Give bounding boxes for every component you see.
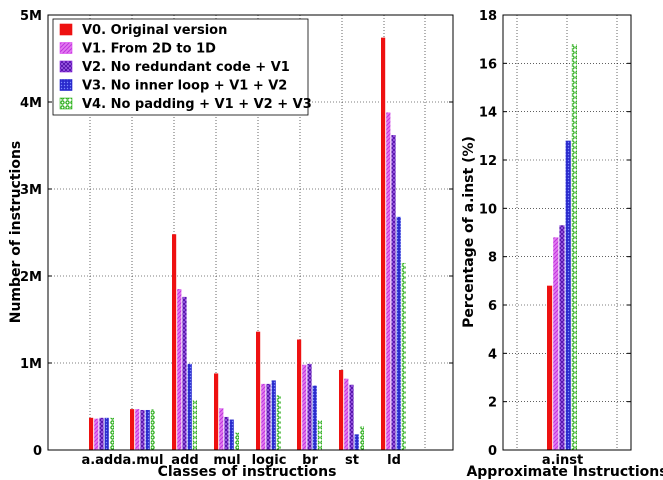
x-tick-label: mul <box>213 453 240 468</box>
bar-a.add-s2 <box>99 417 104 450</box>
bar-br-s3 <box>312 385 317 450</box>
x-tick-labels: a.inst <box>542 453 583 468</box>
bar-a.inst-s3 <box>565 140 571 450</box>
bar-add-s1 <box>177 289 182 450</box>
y-tick-label: 4 <box>488 347 497 362</box>
approximate-percentage-chart: 0 2 4 6 8 10 12 14 16 18 a.inst Approximate Instr… <box>461 9 663 480</box>
bar-mul-s1 <box>219 408 224 450</box>
bar-logic-s3 <box>271 380 276 450</box>
x-tick-label: add <box>171 453 198 468</box>
bar-add-s3 <box>187 363 192 450</box>
bar-st-s3 <box>354 434 359 450</box>
y-axis-label: Number of instructions <box>8 141 24 324</box>
bar-logic-s2 <box>266 383 271 450</box>
y-tick-labels: 0 1M 2M 3M 4M 5M <box>20 9 42 459</box>
x-axis-label: Classes of instructions <box>158 464 337 480</box>
y-tick-labels: 0 2 4 6 8 10 12 14 16 18 <box>479 9 497 459</box>
legend-swatch <box>59 23 73 36</box>
bar-add-s0 <box>172 234 177 450</box>
legend-swatch <box>59 42 73 54</box>
bar-st-s1 <box>344 378 349 450</box>
bar-a.inst-s4 <box>571 44 577 450</box>
bar-ld-s4 <box>401 262 406 450</box>
bar-group <box>547 44 577 450</box>
x-tick-label: a.inst <box>542 453 583 468</box>
bar-br-s1 <box>302 364 307 450</box>
legend-label: V1. From 2D to 1D <box>82 42 216 57</box>
bar-a.add-s1 <box>94 418 99 450</box>
bar-group <box>89 37 406 451</box>
bar-a.mul-s1 <box>135 409 140 450</box>
y-tick-label: 0 <box>33 444 42 459</box>
bar-add-s4 <box>192 399 197 450</box>
bar-mul-s0 <box>214 373 219 450</box>
bar-br-s0 <box>297 339 302 450</box>
plot-frame <box>47 14 454 451</box>
x-tick-label: a.add <box>81 453 122 468</box>
x-axis-label: Approximate Instructions <box>466 464 663 480</box>
legend-label: V4. No padding + V1 + V2 + V3 <box>82 97 312 112</box>
bar-mul-s2 <box>224 416 229 450</box>
bar-add-s2 <box>182 296 187 450</box>
legend-box <box>52 18 309 116</box>
x-tick-label: ld <box>387 453 401 468</box>
bar-st-s2 <box>349 384 354 450</box>
bar-st-s0 <box>339 369 344 450</box>
y-axis-label: Percentage of a.inst (%) <box>461 136 477 328</box>
y-tick-label: 10 <box>479 202 497 217</box>
legend-swatch <box>59 60 73 73</box>
bar-a.mul-s0 <box>130 409 135 450</box>
bar-ld-s1 <box>386 112 391 450</box>
bar-a.add-s3 <box>104 417 109 450</box>
y-tick-label: 16 <box>479 57 497 72</box>
y-tick-label: 4M <box>20 96 42 111</box>
y-tick-label: 2M <box>20 270 42 285</box>
bar-a.mul-s3 <box>145 409 150 450</box>
bar-mul-s4 <box>234 432 239 450</box>
x-tick-label: logic <box>252 453 287 468</box>
legend-label: V0. Original version <box>82 23 227 38</box>
legend-swatch <box>59 79 73 91</box>
bar-a.inst-s1 <box>553 237 559 450</box>
legend-swatch <box>59 97 73 110</box>
y-tick-label: 14 <box>479 106 497 121</box>
y-tick-label: 3M <box>20 183 42 198</box>
plot-frame <box>502 14 632 451</box>
y-tick-label: 8 <box>488 251 497 266</box>
bar-br-s4 <box>317 420 322 450</box>
bar-mul-s3 <box>229 419 234 450</box>
y-tick-label: 5M <box>20 9 42 24</box>
bar-ld-s0 <box>381 37 386 451</box>
y-tick-label: 18 <box>479 9 497 24</box>
bar-a.inst-s2 <box>559 225 565 450</box>
x-tick-label: st <box>345 453 359 468</box>
bar-logic-s0 <box>256 331 261 450</box>
bar-ld-s3 <box>396 216 401 450</box>
x-tick-labels: a.add a.mul add mul logic br st ld <box>81 453 400 468</box>
bar-a.mul-s4 <box>150 409 155 450</box>
legend: V0. Original version V1. From 2D to 1D V2.… <box>52 18 312 116</box>
y-tick-label: 6 <box>488 299 497 314</box>
x-tick-label: br <box>302 453 318 468</box>
bar-ld-s2 <box>391 135 396 450</box>
bar-br-s2 <box>307 363 312 450</box>
y-tick-label: 12 <box>479 154 497 169</box>
y-tick-label: 0 <box>488 444 497 459</box>
bar-a.add-s4 <box>109 417 114 450</box>
y-tick-label: 1M <box>20 357 42 372</box>
legend-label: V3. No inner loop + V1 + V2 <box>82 79 287 94</box>
bar-a.add-s0 <box>89 417 94 450</box>
bar-a.mul-s2 <box>140 409 145 450</box>
bar-st-s4 <box>359 426 364 450</box>
bar-logic-s4 <box>276 395 281 450</box>
legend-label: V2. No redundant code + V1 <box>82 60 290 75</box>
x-tick-label: a.mul <box>123 453 164 468</box>
bar-a.inst-s0 <box>547 285 553 450</box>
bar-logic-s1 <box>261 383 266 450</box>
y-tick-label: 2 <box>488 396 497 411</box>
